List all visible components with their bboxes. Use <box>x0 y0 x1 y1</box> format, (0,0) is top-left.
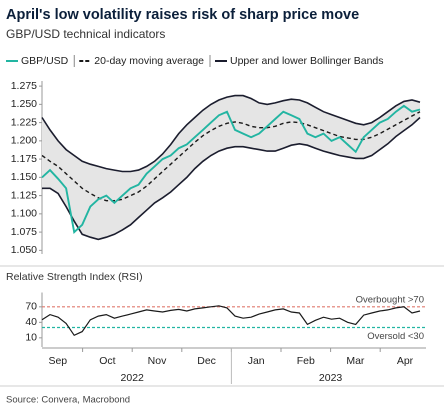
y-tick-label: 1.250 <box>11 98 37 110</box>
y-tick-label: 1.075 <box>11 226 37 238</box>
y-tick-label: 1.050 <box>11 244 37 256</box>
x-tick-label: Feb <box>297 355 315 367</box>
x-tick-label: Jan <box>248 355 265 367</box>
y-tick-label: 1.275 <box>11 80 37 92</box>
chart-title: April's low volatility raises risk of sh… <box>6 7 359 23</box>
bollinger-lower <box>42 116 421 241</box>
y-tick-label: 1.150 <box>11 171 37 183</box>
y-tick-label: 70 <box>25 301 37 313</box>
y-tick-label: 40 <box>25 316 37 328</box>
source: Source: Convera, Macrobond <box>6 395 130 406</box>
legend-label: 20-day moving average <box>94 55 204 67</box>
rsi-title: Relative Strength Index (RSI) <box>6 271 143 283</box>
x-tick-label: Nov <box>148 355 167 367</box>
x-tick-label: Oct <box>99 355 115 367</box>
y-tick-label: 1.225 <box>11 116 37 128</box>
y-tick-label: 1.200 <box>11 135 37 147</box>
x-tick-label: Dec <box>197 355 216 367</box>
y-tick-label: 10 <box>25 332 37 344</box>
reference-label: Oversold <30 <box>367 331 424 342</box>
series-line <box>41 104 421 234</box>
y-tick-label: 1.100 <box>11 208 37 220</box>
year-label: 2022 <box>121 372 145 384</box>
legend-label: GBP/USD <box>21 55 69 67</box>
year-label: 2023 <box>319 372 343 384</box>
legend-label: Upper and lower Bollinger Bands <box>230 55 384 67</box>
series-line <box>41 111 421 202</box>
bollinger-upper <box>41 94 421 173</box>
x-tick-label: Mar <box>346 355 365 367</box>
x-tick-label: Apr <box>397 355 414 367</box>
chart-subtitle: GBP/USD technical indicators <box>6 27 165 41</box>
reference-label: Overbought >70 <box>356 294 424 305</box>
y-tick-label: 1.175 <box>11 153 37 165</box>
y-tick-label: 1.125 <box>11 189 37 201</box>
band-fill <box>42 95 420 240</box>
x-tick-label: Sep <box>48 355 67 367</box>
rsi-line <box>41 305 421 337</box>
